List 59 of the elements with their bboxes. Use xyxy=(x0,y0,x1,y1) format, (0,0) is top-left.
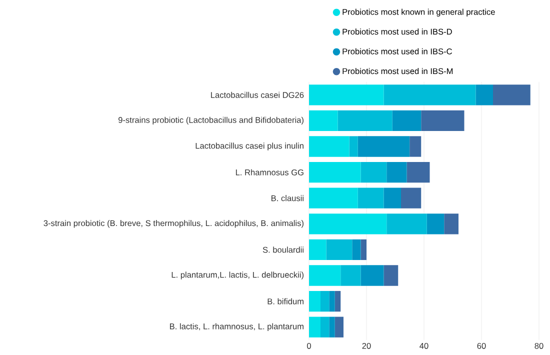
y-tick-label: S. boulardii xyxy=(262,246,304,253)
bar xyxy=(406,162,430,183)
bar xyxy=(309,290,320,312)
bar xyxy=(360,265,384,286)
bar xyxy=(334,316,344,338)
bar xyxy=(358,188,384,208)
bar xyxy=(309,84,384,106)
bar xyxy=(309,110,338,132)
bar xyxy=(329,316,335,338)
x-tick-label: 20 xyxy=(362,342,371,349)
bar xyxy=(493,84,530,106)
bar xyxy=(309,239,326,260)
bar xyxy=(386,162,407,183)
bar xyxy=(338,110,392,132)
bar xyxy=(358,136,410,157)
bar xyxy=(309,136,350,157)
bar xyxy=(329,290,335,312)
bar xyxy=(392,110,422,132)
bar xyxy=(421,110,464,132)
bar xyxy=(384,84,476,106)
bar xyxy=(360,162,387,183)
bar xyxy=(320,316,330,338)
bar xyxy=(309,188,358,208)
bar xyxy=(410,136,422,157)
bar xyxy=(309,265,341,286)
y-tick-label: 3-strain probiotic (B. breve, S thermophilus, L. acidophilus, B. animalis) xyxy=(44,220,304,228)
y-tick-label: L. plantarum,L. lactis, L. delbrueckii) xyxy=(172,272,304,280)
legend-label: Probiotics most known in general practice xyxy=(342,8,495,17)
bar xyxy=(386,214,427,234)
y-tick-label: Lactobacillus casei DG26 xyxy=(211,92,304,98)
x-tick-label: 80 xyxy=(534,342,544,349)
bar xyxy=(352,239,361,260)
bar xyxy=(401,188,422,208)
bar xyxy=(384,265,398,286)
bar xyxy=(309,316,320,338)
bar xyxy=(444,214,458,234)
x-tick-label: 60 xyxy=(477,342,486,349)
bar xyxy=(340,265,361,286)
bar xyxy=(320,290,330,312)
bar xyxy=(326,239,352,260)
bar xyxy=(309,162,361,183)
y-tick-label: L. Rhamnosus GG xyxy=(236,169,304,176)
y-tick-label: B. lactis, L. rhamnosus, L. plantarum xyxy=(170,323,304,331)
legend-label: Probiotics most used in IBS-C xyxy=(342,48,452,54)
legend-label: Probiotics most used in IBS-D xyxy=(342,28,452,35)
bar xyxy=(360,239,366,260)
bar xyxy=(384,188,401,208)
legend-label: Probiotics most used in IBS-M xyxy=(342,68,453,74)
bar xyxy=(334,290,341,312)
x-tick-label: 0 xyxy=(307,342,311,349)
y-tick-label: B. bifidum xyxy=(268,298,304,304)
y-tick-label: Lactobacillus casei plus inulin xyxy=(196,142,304,150)
y-tick-label: B. clausii xyxy=(272,195,304,202)
bar xyxy=(349,136,358,157)
bar xyxy=(476,84,493,106)
bar xyxy=(309,214,387,234)
bar xyxy=(426,214,444,234)
y-tick-label: 9-strains probiotic (Lactobacillus and Bifidobateria) xyxy=(118,116,304,125)
x-tick-label: 40 xyxy=(420,342,428,349)
